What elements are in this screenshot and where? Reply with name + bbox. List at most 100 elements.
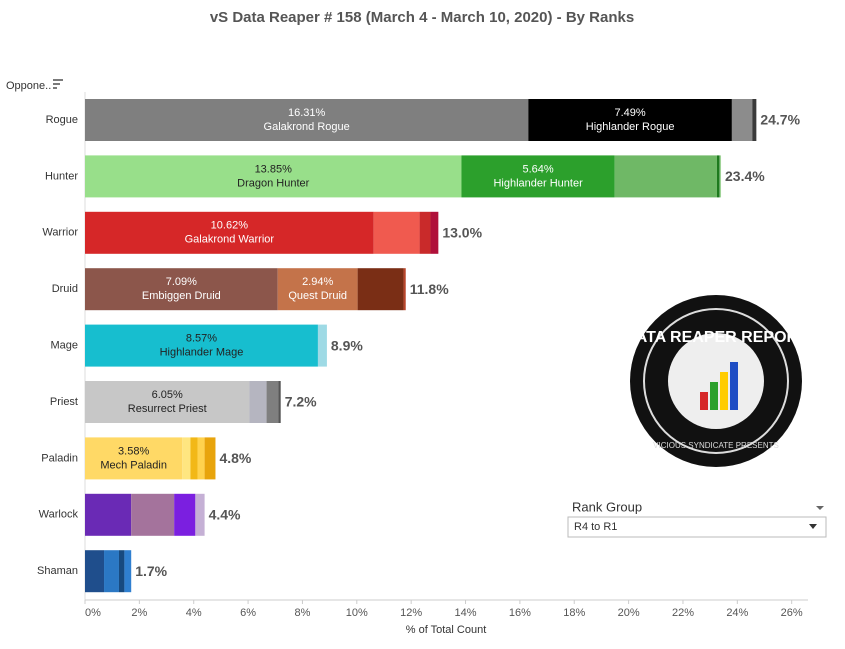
bar-segment [357,268,404,311]
category-label: Priest [50,396,78,408]
bar-segment [373,211,420,254]
bar-segment [85,437,183,480]
x-tick-label: 22% [672,607,694,619]
logo-title: DATA REAPER REPORT [624,329,808,346]
category-label: Hunter [45,170,78,182]
category-label: Paladin [41,452,78,464]
bar-segment [278,381,281,423]
x-tick-label: 2% [131,607,147,619]
bar-segment [317,324,327,367]
x-axis-title: % of Total Count [406,624,487,636]
row-header[interactable]: Oppone.. [6,80,51,92]
sort-icon[interactable] [53,79,63,89]
bar-segment [85,211,374,254]
segment-name: Mech Paladin [100,459,167,471]
bar-segment [85,493,132,536]
bar-segment [461,155,615,198]
logo-subtitle: VICIOUS SYNDICATE PRESENTS [653,441,779,450]
x-tick-label: 20% [618,607,640,619]
bar-segment [419,211,431,254]
segment-name: Highlander Mage [160,347,244,359]
total-label: 23.4% [725,168,765,184]
x-tick-label: 14% [455,607,477,619]
bar-segment [85,324,318,367]
total-label: 4.4% [209,507,241,523]
x-tick-label: 4% [186,607,202,619]
bar-segment [104,550,119,593]
category-label: Shaman [37,565,78,577]
bar-segment [85,550,105,593]
bar-segment [182,437,191,480]
segment-value: 5.64% [522,163,553,175]
bar-segment [85,268,278,311]
segment-value: 7.09% [166,276,197,288]
filter-menu[interactable] [816,506,824,510]
bar-segment [528,99,732,141]
segment-value: 6.05% [152,389,183,401]
logo: DATA REAPER REPORT VICIOUS SYNDICATE PRE… [624,295,808,467]
category-label: Rogue [46,114,78,126]
total-label: 11.8% [410,281,449,297]
total-label: 1.7% [135,563,167,579]
x-tick-label: 16% [509,607,531,619]
bar-segment [403,268,406,311]
x-tick-label: 0% [85,607,101,619]
segment-name: Highlander Hunter [493,177,583,189]
bar-segment [204,437,216,480]
segment-name: Dragon Hunter [237,177,309,189]
dropdown-arrow[interactable] [809,524,817,529]
x-tick-label: 12% [400,607,422,619]
segment-value: 8.57% [186,333,217,345]
category-label: Warrior [42,227,78,239]
bar-segment [752,99,757,141]
segment-value: 16.31% [288,107,326,119]
x-tick-label: 18% [563,607,585,619]
segment-name: Embiggen Druid [142,290,221,302]
bar-segment [731,99,753,141]
x-tick-label: 8% [294,607,310,619]
segment-value: 7.49% [615,107,646,119]
x-tick-label: 10% [346,607,368,619]
total-label: 13.0% [442,225,482,241]
x-tick-label: 24% [726,607,748,619]
bar-segment [190,437,198,480]
category-label: Druid [52,283,78,295]
segment-value: 13.85% [255,163,293,175]
filter-label: Rank Group [572,499,642,514]
total-label: 4.8% [219,450,251,466]
bar-segment [85,99,529,141]
filter-dropdown[interactable] [567,516,827,538]
bar-segment [614,155,717,198]
bar-segment [124,550,132,593]
bar-segment [197,437,205,480]
segment-value: 10.62% [211,220,249,232]
segment-value: 3.58% [118,445,149,457]
segment-value: 2.94% [302,276,333,288]
total-label: 24.7% [760,112,800,128]
bar-segment [85,155,462,198]
total-label: 8.9% [331,337,363,353]
category-label: Mage [50,340,78,352]
segment-name: Quest Druid [288,290,347,302]
bar-segment [174,493,196,536]
bar-segment [716,155,720,198]
bar-segment [266,381,279,423]
segment-name: Resurrect Priest [128,403,207,415]
segment-name: Highlander Rogue [586,121,675,133]
chart-title: vS Data Reaper # 158 (March 4 - March 10… [210,9,634,26]
filter-value[interactable]: R4 to R1 [574,521,617,533]
x-tick-label: 26% [781,607,803,619]
segment-name: Galakrond Rogue [264,121,350,133]
x-tick-label: 6% [240,607,256,619]
bar-segment [118,550,125,593]
bar-segment [195,493,205,536]
segment-name: Galakrond Warrior [185,234,275,246]
bar-segment [719,155,722,198]
category-label: Warlock [39,509,79,521]
bar-segment [131,493,175,536]
bar-segment [430,211,439,254]
total-label: 7.2% [285,394,317,410]
bar-segment [277,268,358,311]
bar-segment [249,381,267,423]
